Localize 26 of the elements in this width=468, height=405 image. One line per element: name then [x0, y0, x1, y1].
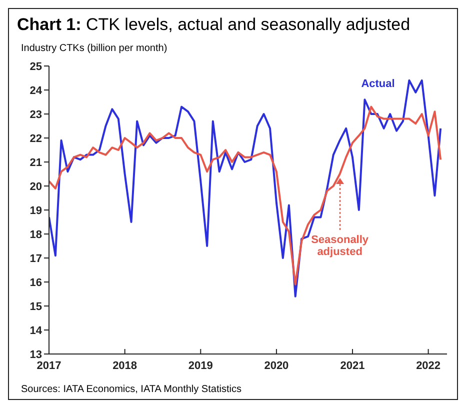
- source-note: Sources: IATA Economics, IATA Monthly Statistics: [21, 384, 242, 395]
- y-tick-label: 25: [30, 60, 42, 73]
- y-tick-label: 22: [30, 132, 42, 145]
- x-tick-label: 2021: [340, 360, 365, 372]
- x-tick-label: 2019: [188, 360, 213, 372]
- y-tick-label: 24: [30, 84, 43, 97]
- series-label: Actual: [361, 78, 395, 90]
- y-tick-label: 18: [30, 228, 42, 241]
- line-series: [49, 106, 442, 286]
- y-tick-label: 17: [30, 252, 42, 265]
- y-tick-label: 13: [30, 348, 42, 361]
- y-tick-label: 21: [30, 156, 42, 169]
- line-series: [49, 79, 442, 298]
- y-tick-label: 16: [30, 276, 42, 289]
- y-axis-title: Industry CTKs (billion per month): [20, 42, 168, 54]
- y-tick-label: 20: [30, 180, 42, 193]
- y-tick-label: 23: [30, 108, 42, 121]
- y-tick-label: 14: [30, 324, 43, 337]
- y-tick-label: 19: [30, 204, 42, 217]
- x-tick-label: 2017: [36, 360, 62, 372]
- series-label: Seasonally adjusted: [310, 234, 370, 258]
- x-tick-label: 2018: [112, 360, 138, 372]
- x-tick-label: 2022: [416, 360, 441, 372]
- x-tick-label: 2020: [264, 360, 289, 372]
- chart-title: Chart 1: CTK levels, actual and seasonally adjusted: [16, 14, 412, 36]
- y-tick-label: 15: [30, 300, 42, 313]
